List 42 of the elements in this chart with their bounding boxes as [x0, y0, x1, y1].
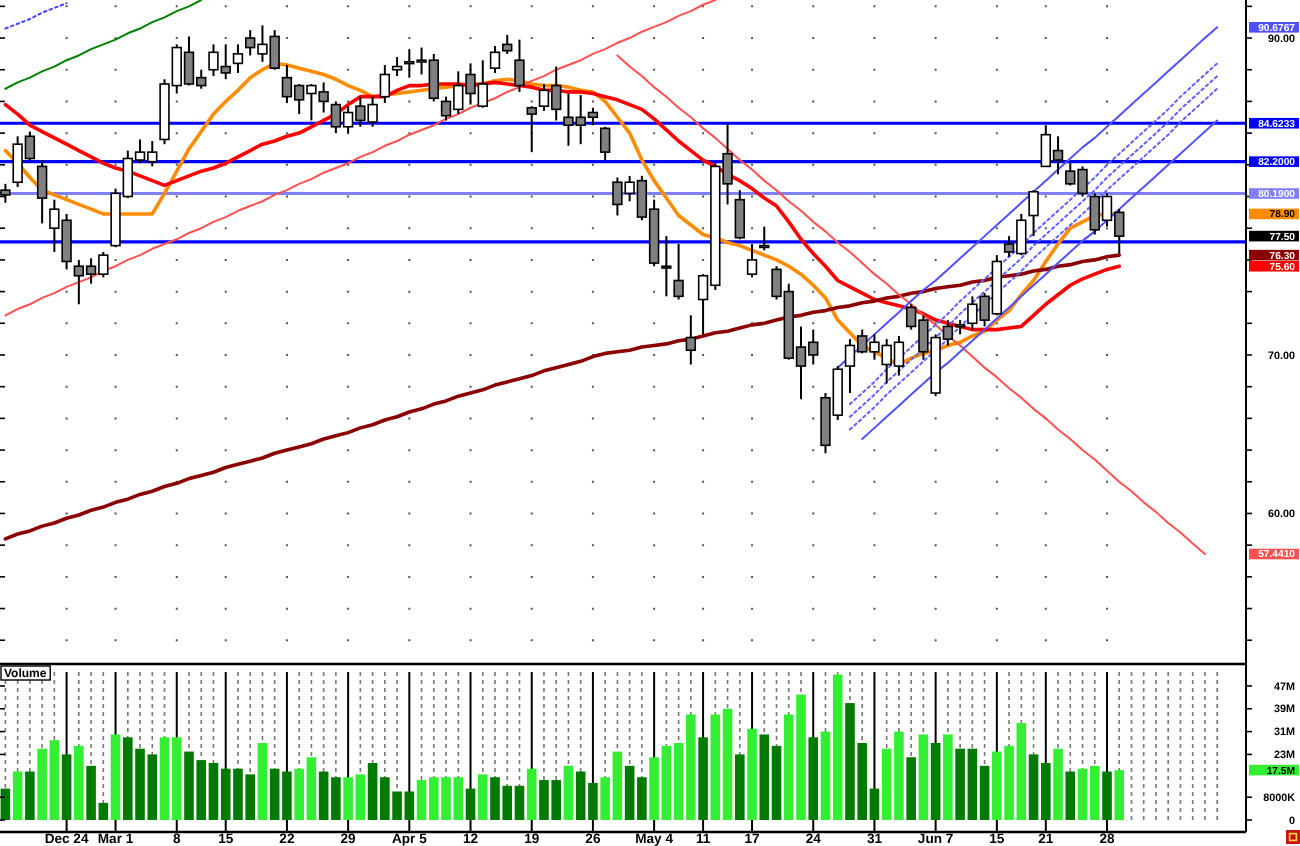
candlestick: [526, 105, 537, 154]
candlestick: [661, 235, 672, 298]
line-series: [3, 253, 1122, 541]
candlestick: [746, 243, 758, 279]
line-series: [4, 2, 68, 30]
candlestick: [36, 159, 48, 225]
bar: [526, 768, 537, 820]
candlestick: [514, 38, 525, 93]
bar: [74, 745, 84, 820]
bar: [465, 788, 476, 820]
candlestick: [673, 243, 684, 301]
bar: [906, 757, 916, 820]
candlestick: [599, 125, 611, 162]
bar: [943, 734, 953, 820]
candlestick: [1028, 189, 1039, 238]
bar: [477, 774, 488, 820]
bar: [25, 771, 35, 820]
candlestick: [685, 314, 697, 366]
bar: [257, 743, 268, 820]
bar: [918, 734, 929, 820]
bar: [1053, 748, 1063, 820]
bar: [735, 754, 745, 820]
line-series: [616, 54, 1206, 555]
bar: [808, 737, 819, 820]
bar: [747, 728, 757, 820]
candlestick: [734, 189, 745, 241]
bar: [1065, 771, 1076, 820]
candlestick: [391, 56, 403, 78]
line-series: [4, 0, 717, 317]
line-series: [4, 0, 203, 90]
bar: [698, 737, 708, 820]
bar: [0, 788, 11, 820]
bar: [1114, 770, 1125, 820]
candlestick: [379, 63, 391, 105]
bar: [61, 754, 72, 820]
bar: [1102, 771, 1112, 820]
candlestick: [759, 225, 770, 252]
bar: [930, 743, 941, 820]
bar: [12, 771, 23, 820]
bar: [110, 734, 121, 820]
bar: [563, 765, 574, 820]
candlestick: [232, 43, 244, 74]
